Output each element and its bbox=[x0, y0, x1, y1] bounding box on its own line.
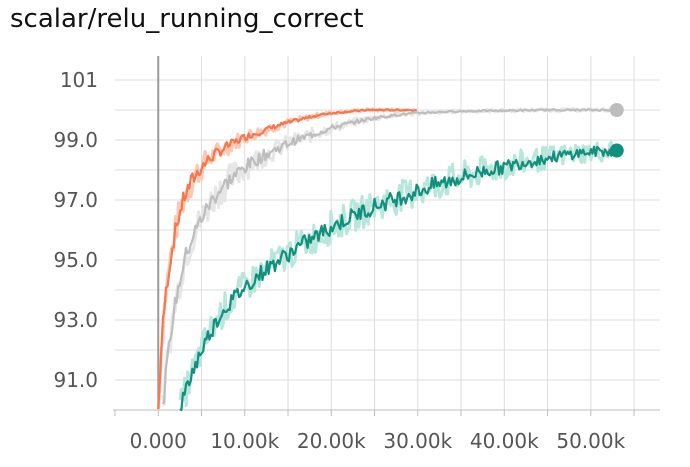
tick-labels: 91.0 93.0 95.0 97.0 99.0 101 0.000 10.00k 20.00k… bbox=[53, 68, 625, 453]
x-tick-label: 20.00k bbox=[297, 429, 366, 453]
x-tick-label: 50.00k bbox=[556, 429, 625, 453]
x-tick-label: 0.000 bbox=[130, 429, 187, 453]
y-tick-label: 93.0 bbox=[53, 308, 98, 332]
series-layer bbox=[156, 103, 624, 412]
x-tick-label: 10.00k bbox=[210, 429, 279, 453]
y-tick-label: 99.0 bbox=[53, 128, 98, 152]
series-2-end-marker bbox=[609, 143, 624, 158]
y-tick-label: 91.0 bbox=[53, 368, 98, 392]
series-0-line bbox=[157, 108, 418, 410]
y-tick-label: 101 bbox=[60, 68, 98, 92]
y-tick-label: 97.0 bbox=[53, 188, 98, 212]
axes bbox=[113, 56, 660, 416]
series-2-raw-line bbox=[178, 140, 618, 408]
x-tick-label: 30.00k bbox=[383, 429, 452, 453]
x-tick-label: 40.00k bbox=[470, 429, 539, 453]
series-1-end-marker bbox=[609, 103, 624, 117]
y-tick-label: 95.0 bbox=[53, 248, 98, 272]
series-1-line bbox=[161, 108, 616, 405]
chart-title: scalar/relu_running_correct bbox=[10, 4, 364, 34]
series-2-line bbox=[179, 145, 617, 412]
